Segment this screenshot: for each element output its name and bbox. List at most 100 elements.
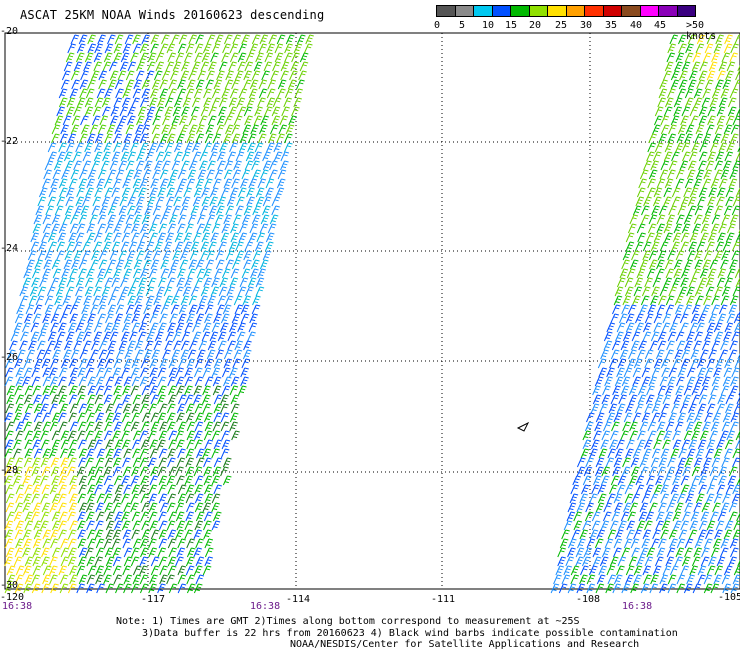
wind-barb [50, 466, 60, 477]
wind-barb [143, 259, 152, 270]
wind-barb [616, 322, 626, 333]
wind-barb [139, 142, 149, 153]
wind-barb [131, 403, 141, 414]
wind-barb [146, 106, 156, 117]
wind-barb [111, 277, 120, 288]
wind-barb [122, 457, 131, 468]
wind-barb [155, 196, 165, 207]
wind-barb [118, 205, 128, 216]
wind-barb [84, 322, 94, 333]
wind-barb [291, 106, 300, 117]
wind-barb [59, 574, 69, 585]
wind-barb [658, 538, 667, 549]
wind-barb [687, 34, 697, 45]
wind-barb [672, 232, 682, 243]
wind-barb [728, 502, 738, 513]
wind-barb [158, 475, 168, 486]
scale-label: 20 [529, 20, 542, 31]
wind-barb [87, 394, 96, 405]
wind-barb [700, 511, 710, 522]
wind-barb [147, 52, 157, 63]
wind-barb [715, 79, 724, 90]
wind-barb [149, 520, 159, 531]
wind-barb [663, 106, 673, 117]
wind-barb [644, 349, 654, 360]
wind-barb [62, 115, 72, 126]
wind-barb [592, 556, 602, 567]
wind-barb [68, 502, 78, 513]
wind-barb [169, 169, 179, 180]
wind-barb [269, 169, 278, 180]
wind-barb [260, 115, 269, 126]
scale-label: 10 [482, 20, 495, 31]
wind-barb [123, 547, 133, 558]
wind-barb [136, 250, 145, 261]
wind-barb [707, 232, 717, 243]
wind-barb [296, 79, 305, 90]
wind-barb [42, 349, 52, 360]
wind-barb [101, 160, 110, 171]
wind-barb [681, 349, 690, 360]
wind-barb [181, 151, 191, 162]
wind-barb [123, 358, 133, 369]
wind-barb [193, 88, 203, 99]
wind-barb [707, 151, 716, 162]
wind-barb [31, 574, 40, 585]
wind-barb [693, 502, 702, 513]
wind-barb [670, 484, 680, 495]
wind-barb [735, 70, 740, 81]
wind-barb [625, 313, 635, 324]
wind-barb [149, 313, 158, 324]
wind-barb [604, 376, 613, 387]
wind-barb [147, 277, 157, 288]
wind-barb [78, 574, 88, 585]
wind-barb [673, 520, 682, 531]
wind-barb [168, 367, 178, 378]
wind-barb [176, 133, 185, 144]
wind-barb [690, 313, 700, 324]
wind-barb [4, 376, 14, 387]
wind-barb [731, 493, 740, 504]
wind-barb [657, 385, 667, 396]
wind-barb [236, 331, 246, 342]
wind-barb [681, 223, 691, 234]
wind-barb [202, 385, 211, 396]
wind-barb [216, 115, 226, 126]
wind-barb [735, 151, 740, 162]
wind-barb [15, 484, 25, 495]
wind-barb [132, 565, 142, 576]
wind-barb [232, 169, 242, 180]
wind-barb [154, 241, 163, 252]
wind-barb [31, 376, 41, 387]
wind-barb [557, 547, 566, 558]
wind-barb [192, 196, 202, 207]
wind-barb [77, 520, 86, 531]
wind-barb [148, 502, 158, 513]
wind-barb [726, 61, 736, 72]
wind-barb [703, 295, 712, 306]
wind-barb [724, 151, 734, 162]
wind-barb [591, 511, 601, 522]
wind-barb [86, 574, 96, 585]
wind-barb [177, 484, 187, 495]
wind-barb [607, 529, 617, 540]
wind-barb [107, 340, 117, 351]
wind-barb [69, 358, 78, 369]
wind-barb [160, 259, 169, 270]
wind-barb [644, 313, 654, 324]
wind-barb [119, 61, 129, 72]
wind-barb [51, 259, 61, 270]
wind-barb [123, 502, 132, 513]
wind-barb [159, 313, 168, 324]
wind-barb [184, 376, 194, 387]
wind-barb [157, 232, 166, 243]
wind-barb [711, 340, 721, 351]
wind-barb [267, 79, 277, 90]
wind-barb [203, 529, 212, 540]
wind-barb [699, 61, 708, 72]
wind-barb [158, 322, 167, 333]
wind-barb [168, 466, 178, 477]
wind-barb [193, 394, 202, 405]
wind-barb [136, 286, 146, 297]
wind-barb [167, 322, 176, 333]
